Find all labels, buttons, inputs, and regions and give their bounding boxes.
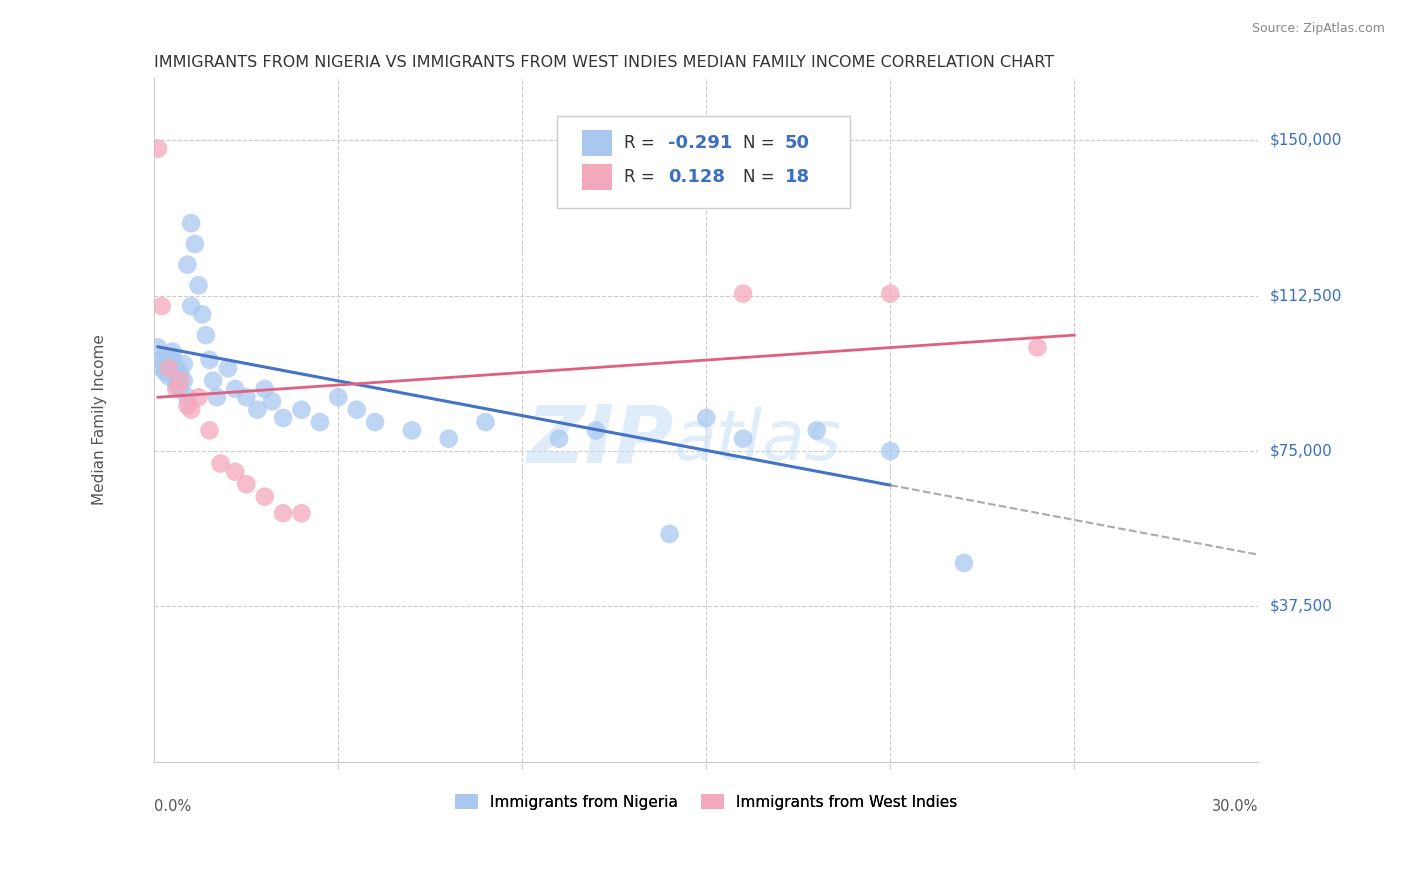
Text: $112,500: $112,500 (1270, 288, 1341, 303)
Point (224, 382, 246, 396)
Point (162, 344, 184, 359)
Text: 30.0%: 30.0% (1212, 799, 1258, 814)
Point (474, 415, 496, 429)
Point (346, 402, 368, 417)
Text: N =: N = (742, 169, 779, 186)
Point (180, 402, 202, 417)
Point (173, 357, 195, 371)
Point (169, 374, 191, 388)
Point (176, 390, 198, 404)
Point (150, 353, 173, 368)
Point (202, 374, 225, 388)
Point (209, 457, 232, 471)
Point (253, 382, 276, 396)
Text: -0.291: -0.291 (668, 134, 733, 153)
Point (198, 353, 221, 368)
Point (165, 382, 187, 396)
Point (235, 390, 257, 404)
Text: IMMIGRANTS FROM NIGERIA VS IMMIGRANTS FROM WEST INDIES MEDIAN FAMILY INCOME CORR: IMMIGRANTS FROM NIGERIA VS IMMIGRANTS FR… (155, 55, 1054, 70)
Point (198, 423, 221, 437)
Point (176, 258, 198, 272)
Text: $75,000: $75,000 (1270, 443, 1331, 458)
Text: N =: N = (742, 134, 779, 153)
Point (224, 465, 246, 479)
Point (184, 236, 207, 251)
Point (290, 506, 312, 520)
Point (157, 361, 180, 376)
Point (585, 423, 607, 437)
Point (191, 307, 214, 321)
Point (1026, 341, 1049, 355)
Point (169, 365, 191, 379)
Text: 50: 50 (785, 134, 810, 153)
Point (309, 415, 332, 429)
Text: 0.0%: 0.0% (155, 799, 191, 814)
Point (180, 299, 202, 313)
Point (437, 432, 460, 446)
Point (162, 353, 184, 368)
FancyBboxPatch shape (557, 116, 849, 208)
Point (150, 361, 173, 376)
Point (953, 556, 976, 570)
Text: 18: 18 (785, 169, 810, 186)
Point (176, 399, 198, 413)
Point (146, 341, 169, 355)
Point (695, 411, 717, 425)
Text: Median Family Income: Median Family Income (91, 334, 107, 506)
Point (169, 382, 191, 396)
Point (364, 415, 387, 429)
Text: R =: R = (623, 169, 659, 186)
Point (187, 278, 209, 293)
Point (733, 432, 755, 446)
Point (205, 390, 228, 404)
Point (180, 216, 202, 230)
Text: R =: R = (623, 134, 659, 153)
Point (187, 390, 209, 404)
Point (157, 357, 180, 371)
Legend: Immigrants from Nigeria, Immigrants from West Indies: Immigrants from Nigeria, Immigrants from… (449, 788, 963, 815)
Point (879, 286, 901, 301)
Point (165, 361, 187, 376)
Text: $150,000: $150,000 (1270, 133, 1341, 148)
Point (548, 432, 571, 446)
Point (155, 365, 177, 379)
Point (146, 142, 169, 156)
FancyBboxPatch shape (582, 130, 613, 156)
Point (271, 506, 294, 520)
Text: ZIP: ZIP (526, 401, 673, 480)
FancyBboxPatch shape (582, 164, 613, 190)
Point (658, 527, 681, 541)
Point (235, 477, 257, 491)
Text: $37,500: $37,500 (1270, 599, 1333, 614)
Point (217, 361, 239, 376)
Point (150, 299, 173, 313)
Point (165, 377, 187, 392)
Point (253, 490, 276, 504)
Text: 0.128: 0.128 (668, 169, 724, 186)
Point (271, 411, 294, 425)
Point (194, 328, 217, 343)
Point (401, 423, 423, 437)
Text: Source: ZipAtlas.com: Source: ZipAtlas.com (1251, 22, 1385, 36)
Text: atlas: atlas (673, 407, 841, 474)
Point (157, 369, 180, 384)
Point (165, 369, 187, 384)
Point (806, 423, 828, 437)
Point (328, 390, 350, 404)
Point (246, 402, 269, 417)
Point (879, 444, 901, 458)
Point (733, 286, 755, 301)
Point (262, 394, 284, 409)
Point (173, 374, 195, 388)
Point (155, 349, 177, 363)
Point (290, 402, 312, 417)
